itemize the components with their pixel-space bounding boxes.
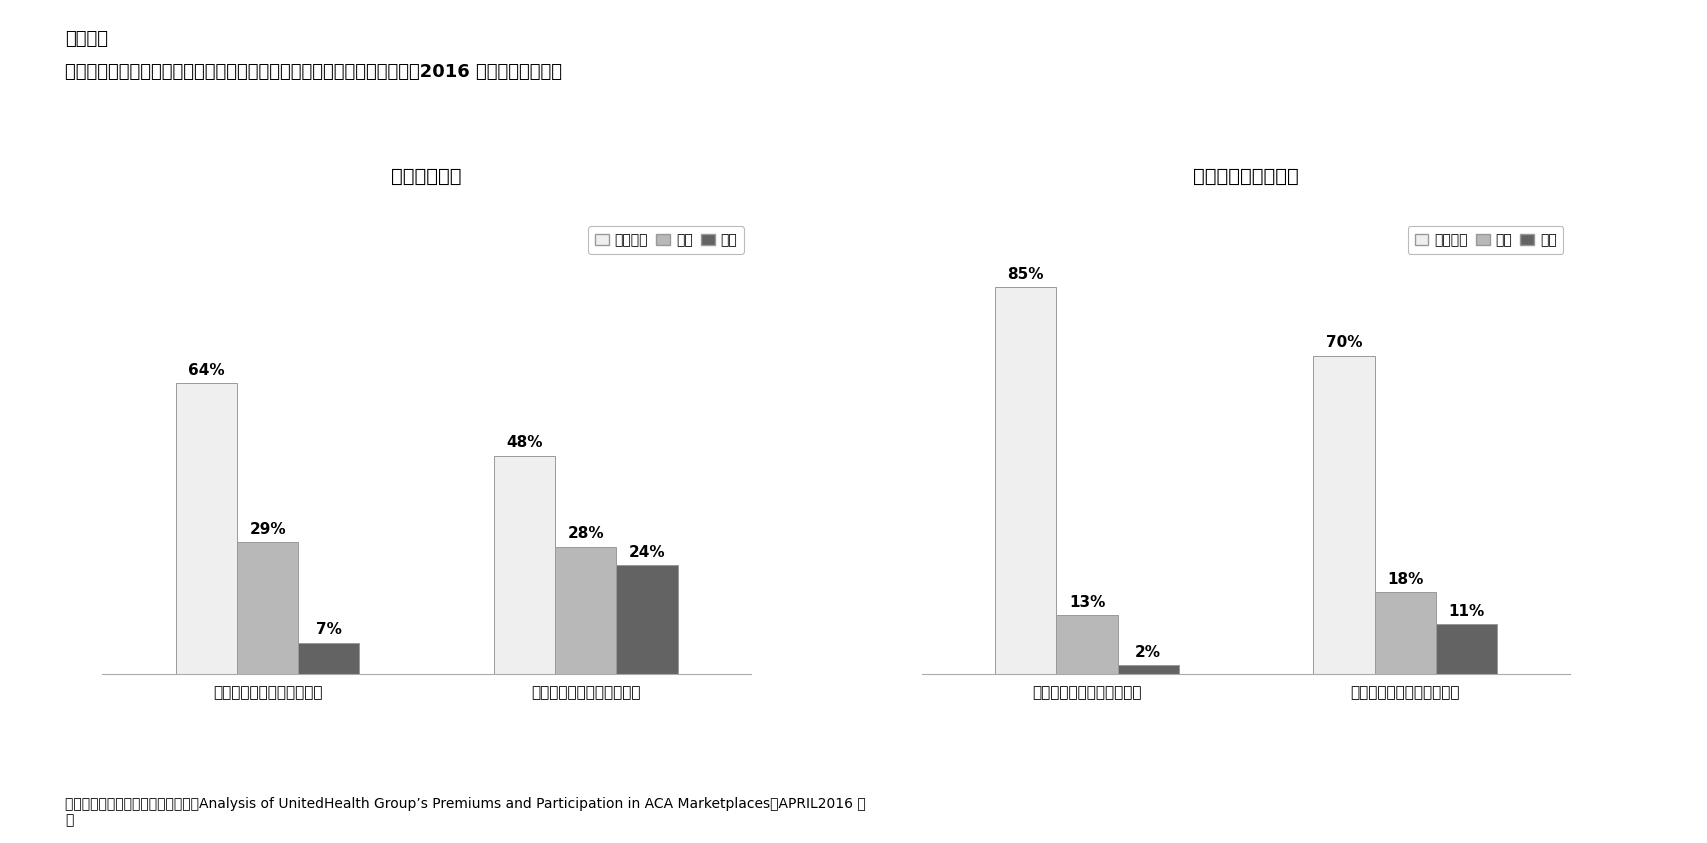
Bar [555, 547, 616, 674]
Text: 70%: 70% [1326, 336, 1362, 351]
Bar [1118, 665, 1180, 674]
Text: 24%: 24% [628, 545, 666, 560]
Legend: ３社以上, ２社, １社: ３社以上, ２社, １社 [1408, 226, 1564, 254]
Text: 7%: 7% [316, 622, 341, 637]
Text: 48%: 48% [507, 436, 543, 450]
Bar [493, 456, 555, 674]
Bar [1374, 593, 1436, 674]
Text: 85%: 85% [1007, 267, 1045, 282]
Text: 【郡ベース】: 【郡ベース】 [391, 166, 463, 185]
Legend: ３社以上, ２社, １社: ３社以上, ２社, １社 [589, 226, 744, 254]
Text: 11%: 11% [1448, 604, 1485, 619]
Bar [1313, 356, 1374, 674]
Text: 28%: 28% [567, 527, 604, 541]
Bar [237, 542, 299, 674]
Bar [1057, 615, 1118, 674]
Text: 64%: 64% [188, 362, 225, 378]
Text: 2%: 2% [1135, 645, 1161, 660]
Text: ユナイテッドヘルス撤退の影響：エクスチェンジ商品提供会社数の変化（2016 年状況を前提に）: ユナイテッドヘルス撤退の影響：エクスチェンジ商品提供会社数の変化（2016 年状… [65, 63, 562, 81]
Bar [995, 287, 1057, 674]
Bar [299, 642, 360, 674]
Text: グラフ６: グラフ６ [65, 30, 108, 47]
Text: 18%: 18% [1388, 572, 1424, 587]
Text: 13%: 13% [1069, 595, 1104, 609]
Text: 29%: 29% [249, 522, 287, 537]
Text: 【利用者数ベース】: 【利用者数ベース】 [1193, 166, 1299, 185]
Text: （資料）カイザーファミリー財団「Analysis of UnitedHealth Group’s Premiums and Participation in A: （資料）カイザーファミリー財団「Analysis of UnitedHealth… [65, 797, 865, 827]
Bar [616, 565, 678, 674]
Bar [1436, 625, 1497, 674]
Bar [176, 383, 237, 674]
